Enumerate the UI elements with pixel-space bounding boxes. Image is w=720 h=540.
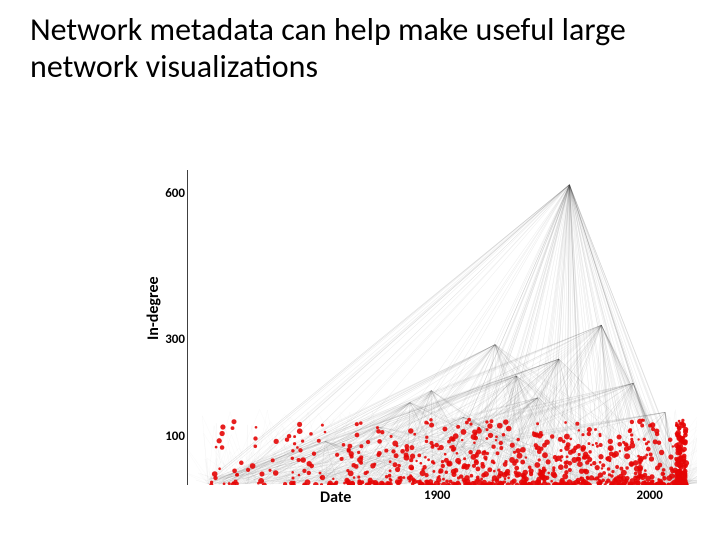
- page-title: Network metadata can help make useful la…: [30, 12, 670, 86]
- network-chart: In-degree 600 300 100 Date 1900 2000: [120, 170, 680, 515]
- xtick-2000: 2000: [637, 488, 663, 503]
- x-axis-label: Date: [320, 488, 351, 507]
- y-axis-label: In-degree: [144, 276, 163, 340]
- ytick-600: 600: [157, 186, 185, 201]
- ytick-100: 100: [157, 429, 185, 444]
- ytick-300: 300: [157, 332, 185, 347]
- chart-canvas: [187, 170, 697, 485]
- title-text: Network metadata can help make useful la…: [30, 10, 626, 86]
- xtick-1900: 1900: [424, 488, 450, 503]
- edges-layer: [187, 185, 697, 486]
